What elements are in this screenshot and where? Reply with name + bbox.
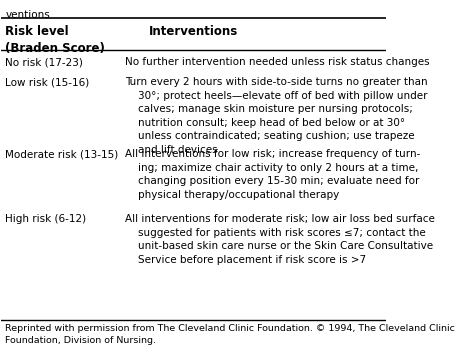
Text: Reprinted with permission from The Cleveland Clinic Foundation. © 1994, The Clev: Reprinted with permission from The Cleve…: [5, 324, 455, 344]
Text: No risk (17-23): No risk (17-23): [5, 57, 83, 67]
Text: Low risk (15-16): Low risk (15-16): [5, 77, 90, 87]
Text: No further intervention needed unless risk status changes: No further intervention needed unless ri…: [125, 57, 429, 67]
Text: Moderate risk (13-15): Moderate risk (13-15): [5, 149, 118, 159]
Text: Risk level
(Braden Score): Risk level (Braden Score): [5, 25, 105, 55]
Text: All interventions for low risk; increase frequency of turn-
    ing; maximize ch: All interventions for low risk; increase…: [125, 149, 420, 200]
Text: High risk (6-12): High risk (6-12): [5, 214, 86, 224]
Text: All interventions for moderate risk; low air loss bed surface
    suggested for : All interventions for moderate risk; low…: [125, 214, 435, 265]
Text: Interventions: Interventions: [149, 25, 238, 38]
Text: Turn every 2 hours with side-to-side turns no greater than
    30°; protect heel: Turn every 2 hours with side-to-side tur…: [125, 77, 427, 155]
Text: ventions: ventions: [5, 11, 50, 20]
